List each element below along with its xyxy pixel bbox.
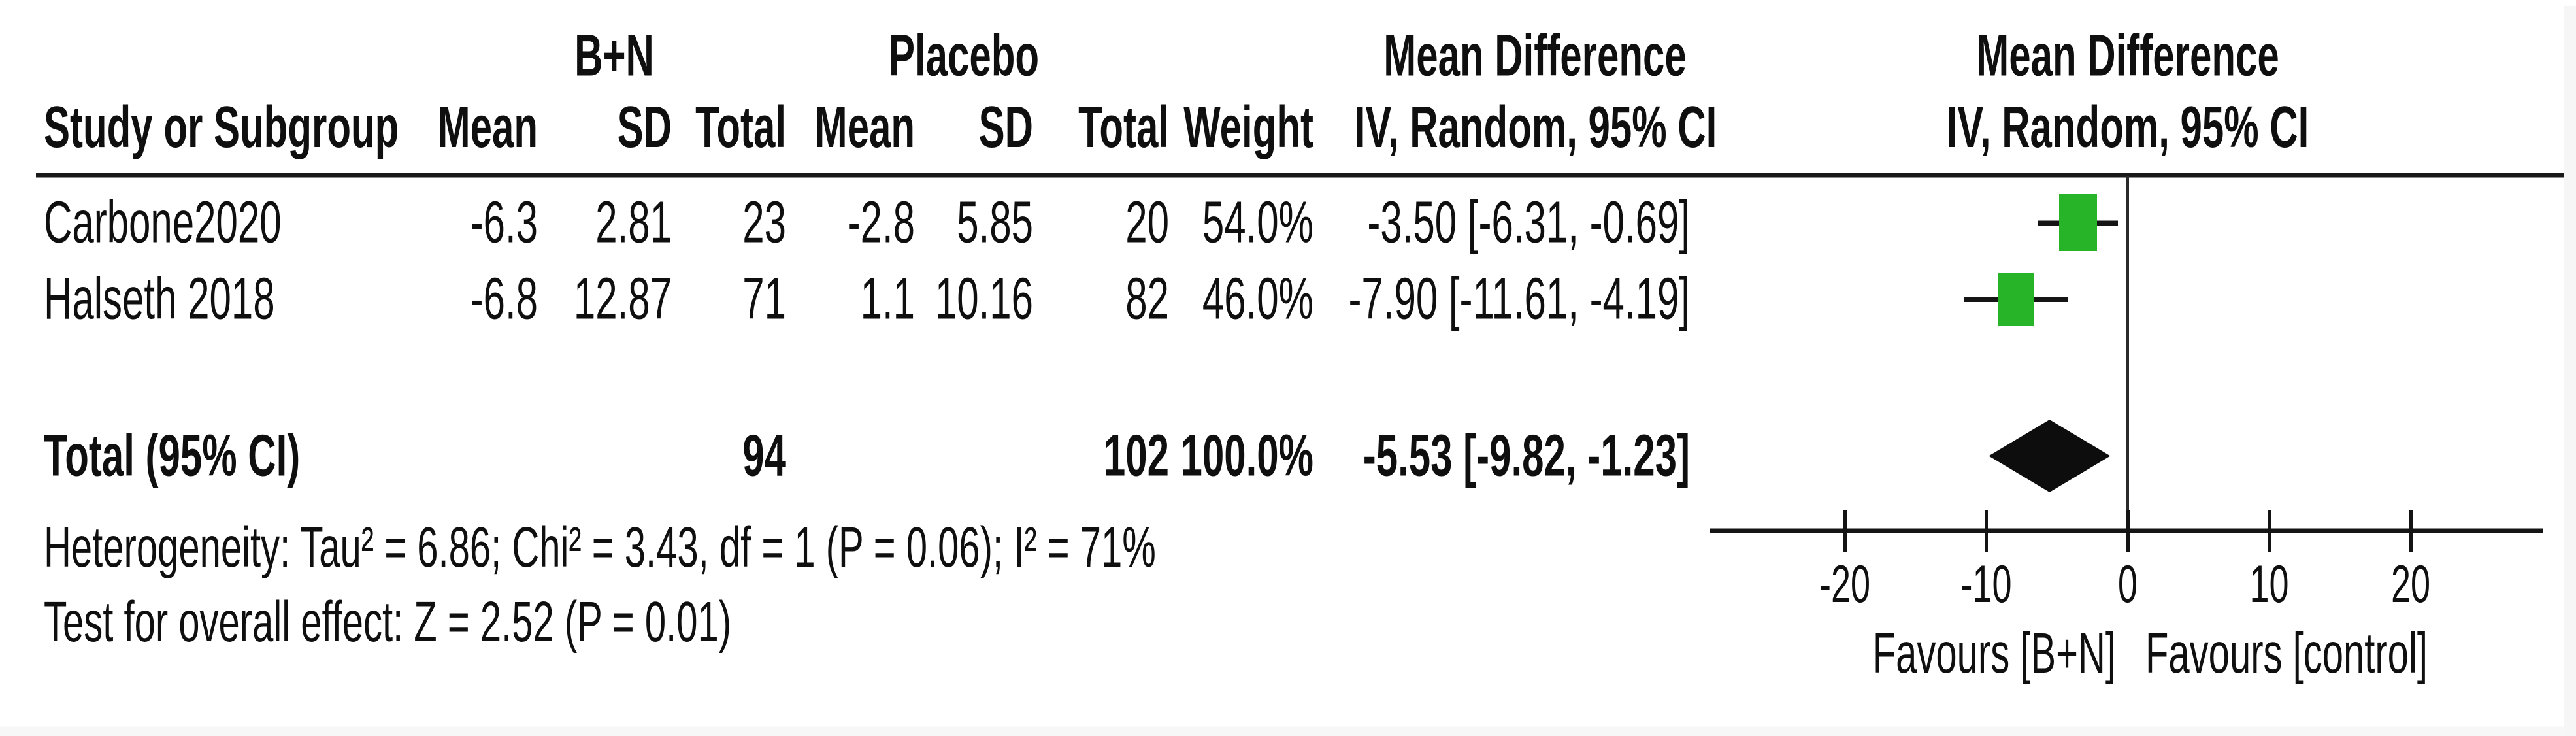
group-header-plot-effect: Mean Difference xyxy=(1976,22,2279,89)
cell-total-exp: 71 xyxy=(742,265,786,332)
axis-label-favours-right: Favours [control] xyxy=(2145,622,2428,686)
axis-tick-label: 20 xyxy=(2390,555,2431,614)
col-header-total-ctrl: Total xyxy=(1078,94,1169,160)
axis-tick-label: 10 xyxy=(2249,555,2289,614)
study-marker xyxy=(1998,273,2034,326)
col-header-mean-exp: Mean xyxy=(437,94,538,160)
total-label: Total (95% CI) xyxy=(44,422,301,489)
cell-sd-exp: 12.87 xyxy=(573,265,672,332)
axis-label-favours-left: Favours [B+N] xyxy=(1872,622,2116,686)
group-header-experimental: B+N xyxy=(574,22,654,89)
cell-sd-exp: 2.81 xyxy=(595,189,672,256)
heterogeneity-stats: Heterogeneity: Tau² = 6.86; Chi² = 3.43,… xyxy=(44,516,1156,580)
header-separator-line xyxy=(36,173,2568,178)
cell-total-exp: 23 xyxy=(742,189,786,256)
col-header-weight: Weight xyxy=(1183,94,1313,160)
col-header-mean-ctrl: Mean xyxy=(814,94,915,160)
group-header-effect: Mean Difference xyxy=(1383,22,1687,89)
study-marker xyxy=(2059,194,2098,251)
total-cell-effect-ci: -5.53 [-9.82, -1.23] xyxy=(1362,422,1690,489)
col-header-effect-ci: IV, Random, 95% CI xyxy=(1354,94,1717,160)
axis-tick-label: -20 xyxy=(1819,555,1871,614)
overall-effect-stats: Test for overall effect: Z = 2.52 (P = 0… xyxy=(44,590,732,654)
cell-weight: 46.0% xyxy=(1202,265,1313,332)
cell-mean-ctrl: 1.1 xyxy=(860,265,915,332)
zero-reference-line xyxy=(2126,176,2129,531)
col-header-sd-ctrl: SD xyxy=(978,94,1033,160)
axis-tick xyxy=(2126,510,2130,552)
axis-tick xyxy=(1843,510,1847,552)
axis-tick xyxy=(1985,510,1988,552)
total-cell-total-exp: 94 xyxy=(742,422,786,489)
cell-effect-ci: -3.50 [-6.31, -0.69] xyxy=(1367,189,1690,256)
cell-mean-exp: -6.3 xyxy=(470,189,538,256)
group-header-control: Placebo xyxy=(888,22,1040,89)
cell-mean-exp: -6.8 xyxy=(470,265,538,332)
axis-tick-label: 0 xyxy=(2117,555,2138,614)
study-label: Carbone2020 xyxy=(44,189,282,256)
total-cell-total-ctrl: 102 xyxy=(1103,422,1169,489)
cell-weight: 54.0% xyxy=(1202,189,1313,256)
cell-total-ctrl: 82 xyxy=(1125,265,1169,332)
cell-total-ctrl: 20 xyxy=(1125,189,1169,256)
cell-mean-ctrl: -2.8 xyxy=(847,189,915,256)
cell-sd-ctrl: 5.85 xyxy=(957,189,1033,256)
col-header-sd-exp: SD xyxy=(617,94,672,160)
total-cell-weight: 100.0% xyxy=(1180,422,1314,489)
col-header-total-exp: Total xyxy=(695,94,786,160)
col-header-study: Study or Subgroup xyxy=(44,94,399,160)
axis-tick xyxy=(2268,510,2271,552)
study-label: Halseth 2018 xyxy=(44,265,275,332)
bottom-edge-strip xyxy=(0,726,2576,736)
summary-diamond xyxy=(1989,420,2111,492)
col-header-plot-ci: IV, Random, 95% CI xyxy=(1946,94,2309,160)
cell-effect-ci: -7.90 [-11.61, -4.19] xyxy=(1348,265,1690,332)
cell-sd-ctrl: 10.16 xyxy=(934,265,1033,332)
right-edge-strip xyxy=(2564,6,2576,736)
axis-tick-label: -10 xyxy=(1960,555,2012,614)
axis-tick xyxy=(2409,510,2413,552)
